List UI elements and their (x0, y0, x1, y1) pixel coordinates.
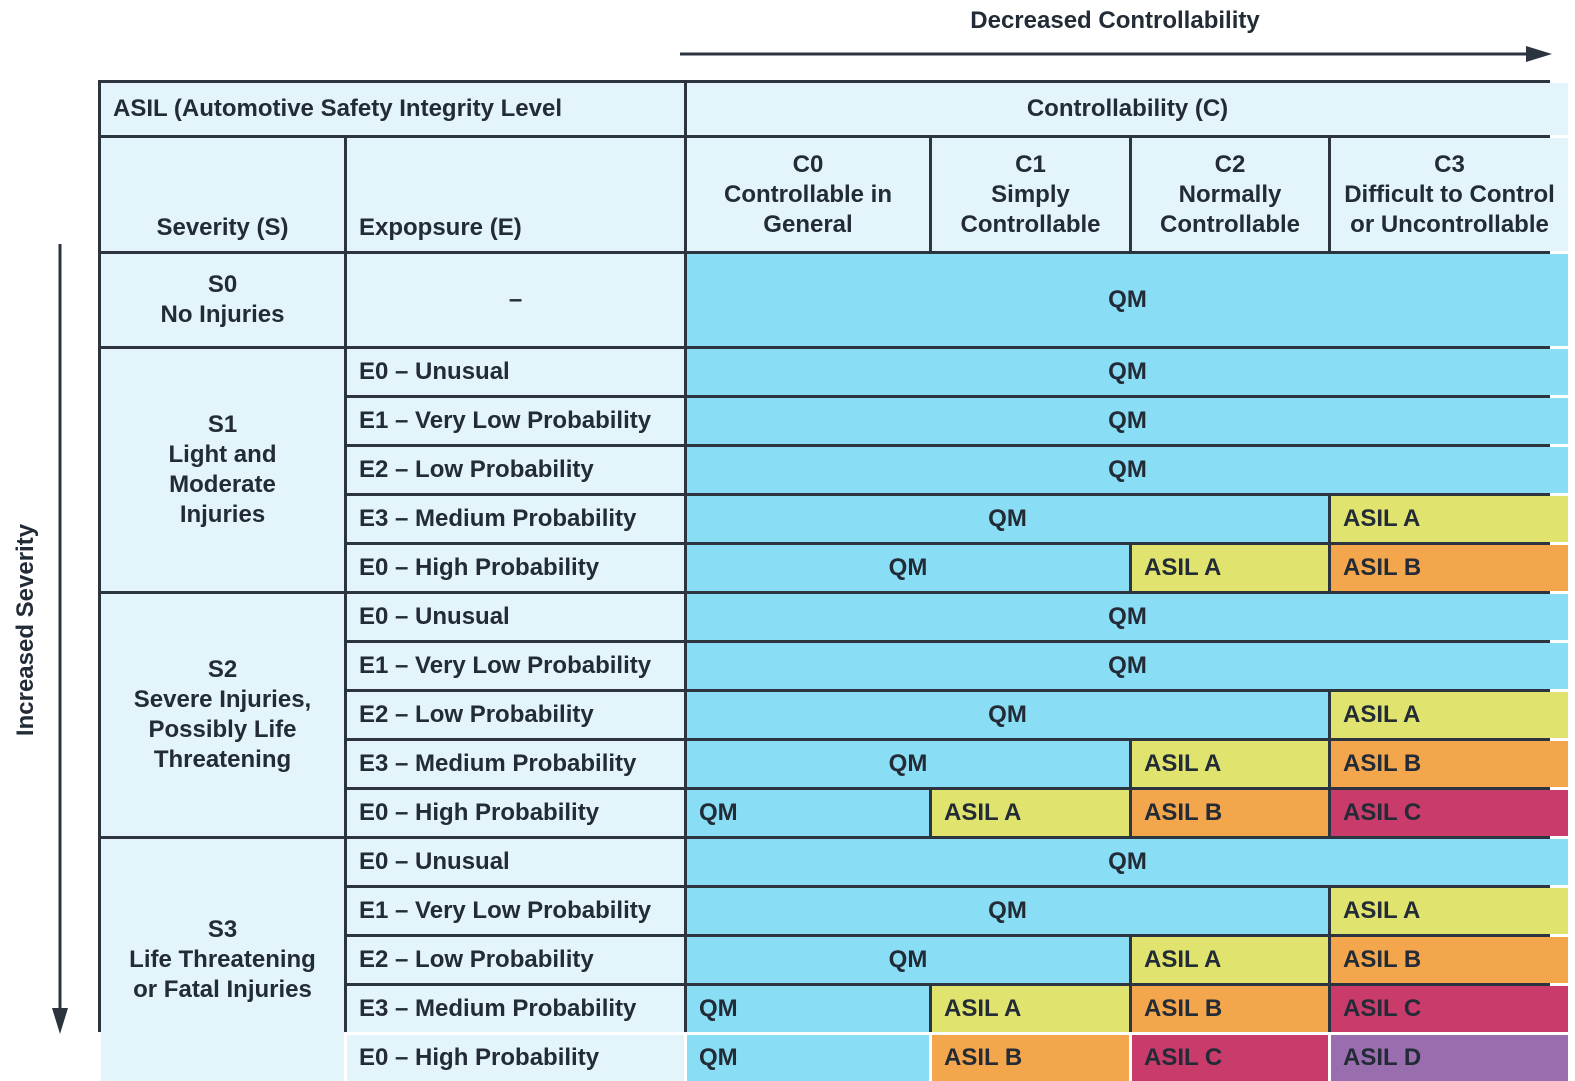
asil-cell: QM (687, 839, 1568, 885)
exposure-column-header: Expopsure (E) (347, 138, 684, 251)
s3-severity: S3 Life Threatening or Fatal Injuries (101, 839, 344, 1081)
asil-cell: QM (687, 790, 929, 836)
exposure-label: E3 – Medium Probability (347, 741, 684, 787)
asil-title: ASIL (Automotive Safety Integrity Level (101, 83, 684, 135)
asil-cell: QM (687, 496, 1328, 542)
asil-cell: ASIL A (1331, 496, 1568, 542)
right-arrow-icon (680, 46, 1552, 62)
asil-cell: ASIL B (1132, 790, 1328, 836)
asil-cell: ASIL B (1331, 545, 1568, 591)
exposure-label: E2 – Low Probability (347, 447, 684, 493)
asil-table: ASIL (Automotive Safety Integrity Level … (98, 80, 1568, 1081)
c2-header: C2 Normally Controllable (1132, 138, 1328, 251)
asil-cell: ASIL C (1331, 986, 1568, 1032)
asil-cell: QM (687, 643, 1568, 689)
asil-cell: QM (687, 888, 1328, 934)
asil-cell: ASIL B (1132, 986, 1328, 1032)
increased-severity-label: Increased Severity (12, 523, 40, 737)
asil-cell: QM (687, 937, 1129, 983)
asil-cell: ASIL A (1331, 692, 1568, 738)
asil-cell: ASIL C (1331, 790, 1568, 836)
s0-result: QM (687, 254, 1568, 346)
s2-severity: S2 Severe Injuries, Possibly Life Threateni… (101, 594, 344, 836)
controllability-title: Controllability (C) (687, 83, 1568, 135)
c1-header: C1 Simply Controllable (932, 138, 1129, 251)
asil-cell: ASIL B (1331, 937, 1568, 983)
asil-cell: QM (687, 545, 1129, 591)
exposure-label: E0 – Unusual (347, 839, 684, 885)
asil-cell: QM (687, 398, 1568, 444)
exposure-label: E0 – High Probability (347, 790, 684, 836)
exposure-label: E3 – Medium Probability (347, 496, 684, 542)
exposure-label: E2 – Low Probability (347, 692, 684, 738)
asil-cell: ASIL B (1331, 741, 1568, 787)
exposure-label: E0 – High Probability (347, 1035, 684, 1081)
c0-header: C0 Controllable in General (687, 138, 929, 251)
exposure-label: E2 – Low Probability (347, 937, 684, 983)
asil-cell: ASIL A (1132, 741, 1328, 787)
s0-severity: S0 No Injuries (101, 254, 344, 346)
c3-header: C3 Difficult to Control or Uncontrollable (1331, 138, 1568, 251)
s1-severity: S1 Light and Moderate Injuries (101, 349, 344, 591)
exposure-label: E1 – Very Low Probability (347, 888, 684, 934)
s0-exposure: – (347, 254, 684, 346)
exposure-label: E0 – Unusual (347, 349, 684, 395)
exposure-label: E0 – Unusual (347, 594, 684, 640)
down-arrow-icon (52, 244, 68, 1034)
asil-cell: ASIL B (932, 1035, 1129, 1081)
asil-cell: ASIL A (1132, 545, 1328, 591)
asil-cell: QM (687, 1035, 929, 1081)
asil-cell: QM (687, 594, 1568, 640)
asil-cell: ASIL D (1331, 1035, 1568, 1081)
severity-column-header: Severity (S) (101, 138, 344, 251)
asil-cell: ASIL A (932, 986, 1129, 1032)
asil-cell: QM (687, 692, 1328, 738)
asil-cell: QM (687, 447, 1568, 493)
exposure-label: E3 – Medium Probability (347, 986, 684, 1032)
exposure-label: E1 – Very Low Probability (347, 398, 684, 444)
asil-cell: QM (687, 986, 929, 1032)
asil-cell: QM (687, 349, 1568, 395)
asil-cell: ASIL A (932, 790, 1129, 836)
asil-cell: ASIL A (1132, 937, 1328, 983)
asil-cell: QM (687, 741, 1129, 787)
asil-cell: ASIL C (1132, 1035, 1328, 1081)
asil-cell: ASIL A (1331, 888, 1568, 934)
exposure-label: E0 – High Probability (347, 545, 684, 591)
decreased-controllability-label: Decreased Controllability (970, 7, 1260, 34)
exposure-label: E1 – Very Low Probability (347, 643, 684, 689)
